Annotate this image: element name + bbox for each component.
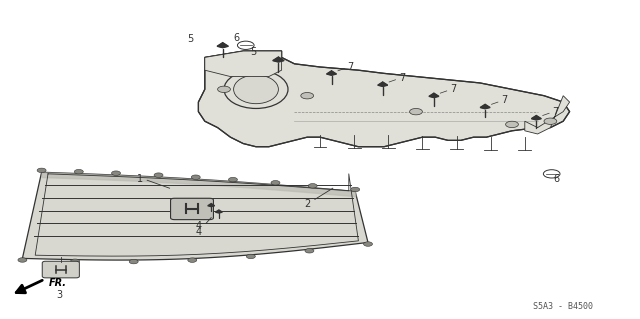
Polygon shape <box>378 82 388 86</box>
Polygon shape <box>216 210 222 213</box>
Circle shape <box>308 184 317 188</box>
Polygon shape <box>273 57 284 62</box>
Circle shape <box>364 242 372 246</box>
Text: 7: 7 <box>450 84 456 94</box>
Circle shape <box>305 249 314 253</box>
Polygon shape <box>480 104 490 109</box>
Circle shape <box>74 169 83 174</box>
Polygon shape <box>22 172 368 260</box>
Text: 3: 3 <box>56 290 62 300</box>
Polygon shape <box>208 204 214 207</box>
Polygon shape <box>525 96 570 134</box>
Polygon shape <box>198 51 570 147</box>
Text: FR.: FR. <box>49 278 67 288</box>
Polygon shape <box>429 93 439 98</box>
Text: 6: 6 <box>554 174 560 184</box>
Circle shape <box>228 177 237 182</box>
Text: 7: 7 <box>399 73 405 83</box>
FancyBboxPatch shape <box>170 198 213 220</box>
Text: 6: 6 <box>234 33 240 43</box>
Circle shape <box>111 171 120 175</box>
Circle shape <box>218 86 230 93</box>
Polygon shape <box>326 71 337 75</box>
Circle shape <box>18 258 27 262</box>
Text: 2: 2 <box>304 198 310 209</box>
FancyBboxPatch shape <box>42 261 79 278</box>
Text: 4: 4 <box>195 227 202 237</box>
Polygon shape <box>205 51 282 77</box>
Ellipse shape <box>234 75 278 104</box>
Text: 7: 7 <box>501 95 508 106</box>
Circle shape <box>154 173 163 177</box>
Circle shape <box>506 121 518 128</box>
Text: 4: 4 <box>195 221 202 231</box>
Circle shape <box>351 187 360 192</box>
Circle shape <box>191 175 200 179</box>
Circle shape <box>301 93 314 99</box>
Circle shape <box>246 254 255 259</box>
Text: 7: 7 <box>348 62 354 72</box>
Circle shape <box>70 259 79 263</box>
Text: 1: 1 <box>136 174 143 184</box>
Circle shape <box>410 108 422 115</box>
Text: S5A3 - B4500: S5A3 - B4500 <box>533 302 593 311</box>
Circle shape <box>188 258 196 262</box>
Polygon shape <box>217 43 228 48</box>
Polygon shape <box>531 115 541 120</box>
Circle shape <box>37 168 46 173</box>
Circle shape <box>544 118 557 124</box>
Text: 5: 5 <box>188 34 194 44</box>
Text: 7: 7 <box>552 107 559 117</box>
Circle shape <box>129 259 138 264</box>
Text: 5: 5 <box>250 47 257 57</box>
Circle shape <box>271 181 280 185</box>
